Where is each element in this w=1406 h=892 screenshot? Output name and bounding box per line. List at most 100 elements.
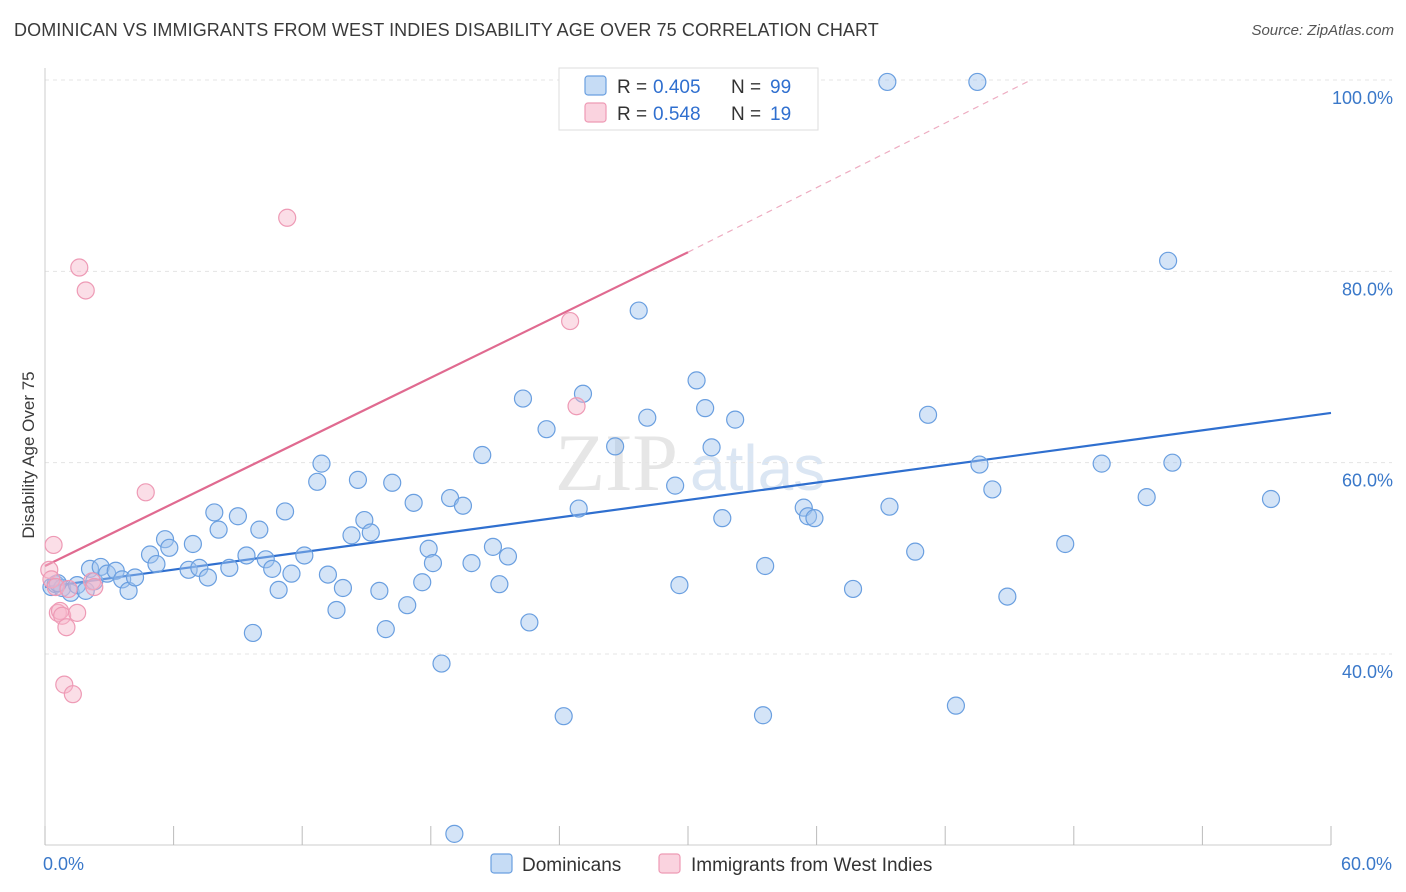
point-dominicans: [295, 546, 314, 565]
point-dominicans: [263, 559, 282, 578]
chart-title: DOMINICAN VS IMMIGRANTS FROM WEST INDIES…: [14, 20, 879, 40]
point-dominicans: [376, 620, 395, 639]
point-dominicans: [1137, 488, 1156, 507]
trend-line-west-indies-extension: [687, 79, 1032, 253]
point-west-indies: [44, 535, 63, 555]
point-dominicans: [687, 371, 706, 390]
legend-n-label-2: N =: [731, 104, 761, 125]
point-dominicans: [282, 564, 301, 583]
point-dominicans: [880, 497, 899, 516]
point-dominicans: [342, 526, 361, 545]
point-dominicans: [237, 546, 256, 565]
legend-swatch-west-indies: [584, 102, 607, 123]
point-dominicans: [220, 558, 239, 578]
point-dominicans: [269, 580, 288, 600]
point-dominicans: [513, 389, 533, 408]
point-dominicans: [462, 554, 481, 573]
point-dominicans: [918, 405, 938, 424]
point-dominicans: [125, 568, 145, 587]
legend-swatch-west-indies-bottom: [658, 853, 681, 874]
y-axis-label: Disability Age Over 75: [19, 371, 38, 538]
point-dominicans: [243, 623, 263, 643]
point-dominicans: [361, 523, 380, 542]
point-west-indies: [57, 618, 76, 637]
point-dominicans: [498, 547, 518, 566]
point-dominicans: [537, 420, 556, 439]
point-dominicans: [250, 520, 269, 539]
point-west-indies: [63, 685, 82, 704]
point-dominicans: [147, 554, 166, 574]
point-dominicans: [445, 824, 464, 843]
point-dominicans: [423, 554, 443, 573]
point-dominicans: [312, 454, 331, 473]
point-west-indies: [68, 603, 87, 622]
point-west-indies: [70, 258, 89, 277]
point-dominicans: [670, 576, 689, 595]
point-dominicans: [753, 706, 773, 725]
point-dominicans: [998, 587, 1017, 606]
axes: [44, 68, 1332, 846]
point-west-indies: [136, 483, 155, 502]
point-dominicans: [906, 542, 925, 561]
point-dominicans: [404, 493, 423, 512]
legend-swatch-dominicans: [584, 75, 607, 96]
point-dominicans: [275, 502, 295, 521]
trend-lines: [44, 79, 1332, 589]
legend-n-value-2: 19: [770, 104, 791, 125]
legend-swatch-dominicans-bottom: [490, 853, 513, 874]
y-tick-label: 80.0%: [1342, 279, 1393, 299]
point-dominicans: [756, 556, 775, 576]
point-dominicans: [140, 545, 160, 564]
point-dominicans: [333, 578, 353, 598]
point-dominicans: [983, 480, 1002, 499]
point-dominicans: [1163, 453, 1182, 472]
point-dominicans: [629, 301, 648, 320]
legend-r-label-1: R =: [617, 77, 647, 98]
x-tick-label: 60.0%: [1341, 854, 1392, 874]
data-points: [40, 72, 1281, 843]
chart-source: Source: ZipAtlas.com: [1251, 22, 1394, 39]
point-dominicans: [843, 579, 863, 599]
point-dominicans: [1092, 454, 1111, 473]
legend-r-value-1: 0.405: [653, 77, 701, 98]
correlation-legend: R = 0.405 N = 99 R = 0.548 N = 19: [558, 67, 819, 131]
point-dominicans: [453, 496, 473, 515]
point-dominicans: [1261, 489, 1281, 509]
point-west-indies: [76, 281, 95, 300]
legend-r-label-2: R =: [617, 104, 647, 125]
point-dominicans: [473, 445, 492, 465]
trend-line-west-indies: [44, 251, 689, 567]
point-west-indies: [278, 208, 297, 227]
point-dominicans: [327, 600, 346, 620]
point-dominicans: [713, 509, 732, 528]
point-dominicans: [569, 499, 588, 518]
point-dominicans: [318, 565, 338, 584]
legend-n-label-1: N =: [731, 77, 761, 98]
point-dominicans: [398, 596, 417, 615]
point-dominicans: [1159, 251, 1178, 270]
point-dominicans: [370, 581, 389, 600]
point-dominicans: [413, 573, 432, 592]
point-dominicans: [228, 507, 247, 526]
point-dominicans: [970, 455, 989, 474]
point-west-indies: [85, 577, 104, 597]
point-dominicans: [432, 654, 451, 673]
point-dominicans: [256, 550, 275, 569]
point-dominicans: [520, 613, 539, 632]
point-dominicans: [696, 399, 715, 418]
point-dominicans: [198, 568, 217, 587]
y-tick-label: 100.0%: [1332, 88, 1393, 108]
trend-line-dominicans: [44, 411, 1332, 589]
point-dominicans: [606, 437, 625, 456]
point-dominicans: [702, 438, 721, 457]
point-dominicans: [91, 557, 110, 577]
y-tick-label: 40.0%: [1342, 662, 1393, 682]
legend-n-value-1: 99: [770, 77, 791, 98]
point-dominicans: [490, 575, 509, 594]
series-legend: Dominicans Immigrants from West Indies: [490, 853, 932, 876]
point-dominicans: [348, 470, 368, 489]
point-dominicans: [483, 537, 503, 556]
point-west-indies: [53, 606, 72, 625]
point-dominicans: [638, 408, 657, 427]
